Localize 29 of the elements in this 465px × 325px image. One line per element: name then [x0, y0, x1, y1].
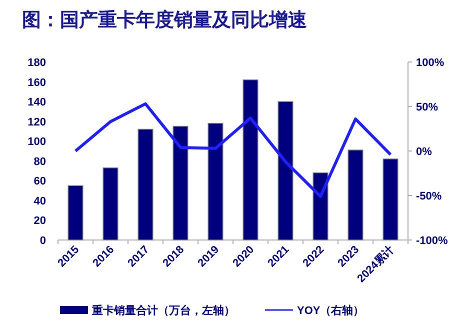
chart-title: 图：国产重卡年度销量及同比增速 [22, 9, 307, 31]
y2-tick-label: -50% [416, 190, 442, 202]
y-tick-label: 20 [34, 215, 46, 228]
bar [382, 158, 398, 240]
y-tick-label: 80 [34, 156, 46, 168]
bar [208, 122, 224, 240]
y-tick-label: 160 [28, 76, 46, 89]
bar [68, 185, 84, 240]
bar [102, 167, 118, 240]
bar [312, 172, 328, 240]
y2-tick-label: 0% [416, 146, 432, 158]
y2-tick-label: 100% [416, 57, 444, 69]
bar [242, 79, 258, 240]
y2-tick-label: 50% [416, 102, 438, 114]
bar [348, 150, 364, 240]
y-tick-label: 180 [28, 57, 46, 69]
y-tick-label: 0 [40, 235, 46, 247]
y-tick-label: 100 [28, 136, 46, 148]
line-series [74, 102, 392, 198]
bar [172, 126, 188, 240]
y2-tick-label: -100% [416, 235, 448, 247]
y-tick-label: 60 [34, 176, 46, 188]
y-tick-label: 140 [28, 96, 46, 109]
bar [278, 101, 294, 240]
y-tick-label: 120 [28, 116, 46, 128]
legend-label: 重卡销量合计（万台，左轴） [91, 304, 235, 317]
legend-label: YOY（右轴） [297, 304, 364, 317]
y-tick-label: 40 [34, 195, 46, 208]
bar [138, 128, 154, 240]
